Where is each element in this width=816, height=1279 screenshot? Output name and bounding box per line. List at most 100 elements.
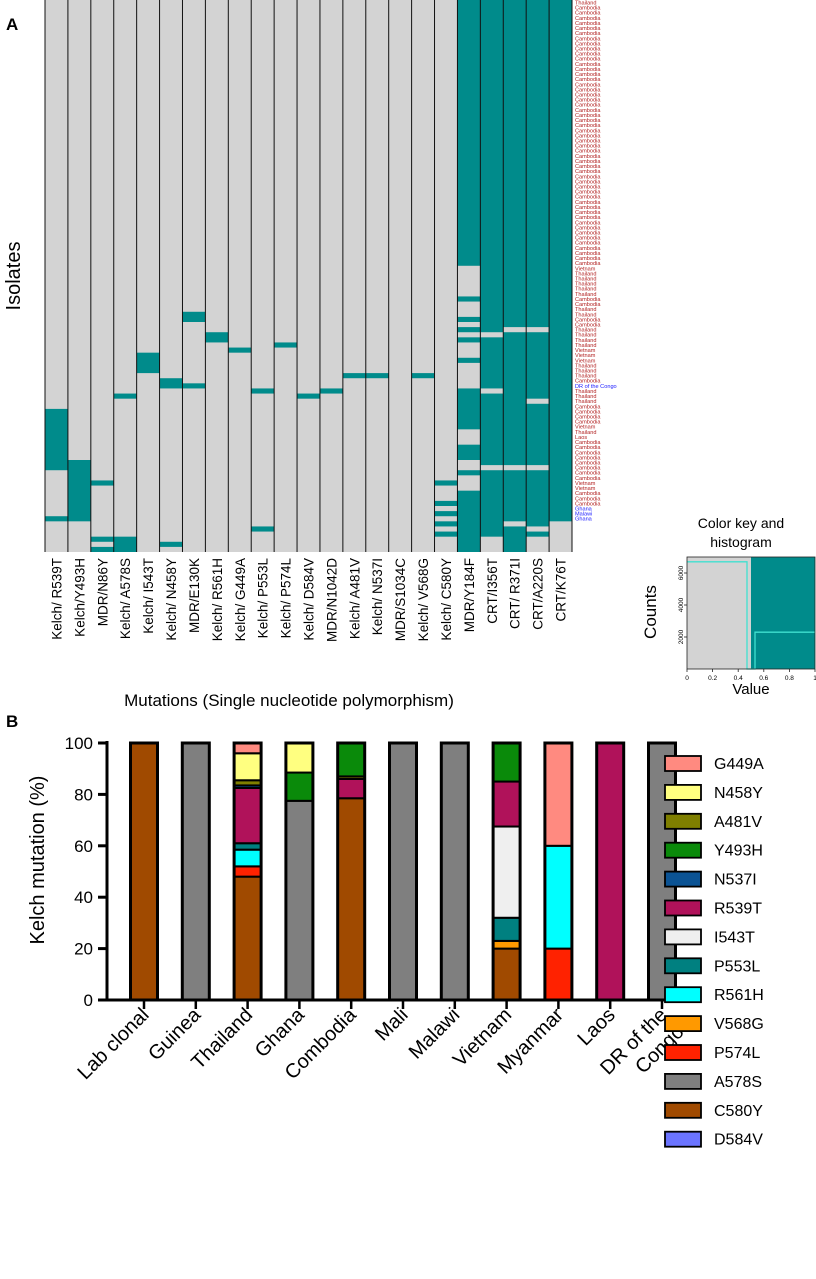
isolate-label: Cambodia	[575, 466, 601, 472]
isolate-label: Cambodia	[575, 47, 601, 53]
heatmap-column-kelch-v568g	[411, 0, 435, 552]
heatmap-cell-kelch-c580y	[434, 521, 458, 527]
heatmap-cell-mdr-n86y	[90, 546, 114, 552]
isolate-label: Cambodia	[575, 41, 601, 47]
heatmap-column-mdr-n1042d	[319, 0, 343, 552]
heatmap-column-kelch-a578s	[113, 0, 137, 552]
isolate-label: Thailand	[575, 1, 596, 7]
color-key-xtick-label: 0.6	[759, 675, 768, 682]
heatmap-column-kelch-p553l	[251, 0, 275, 552]
heatmap-x-axis-label: Mutations (Single nucleotide polymorphis…	[124, 691, 454, 710]
legend-swatch-p553l	[664, 957, 702, 975]
isolate-label: Cambodia	[575, 297, 601, 303]
isolate-label: Cambodia	[575, 215, 601, 221]
legend-label-r561h: R561H	[714, 987, 764, 1004]
isolate-label: Cambodia	[575, 455, 601, 461]
heatmap-cell-crt-k76t	[549, 0, 572, 522]
bar-segment-combodia-y493h	[336, 742, 366, 778]
legend-label-v568g: V568G	[714, 1016, 764, 1033]
isolate-label: Cambodia	[575, 210, 601, 216]
isolate-label: Cambodia	[575, 164, 601, 170]
isolate-label: Thailand	[575, 292, 596, 298]
isolate-label: Cambodia	[575, 241, 601, 247]
color-key-xtick-label: 0.2	[708, 675, 717, 682]
bar-segment-vietnam-c580y	[492, 947, 522, 1001]
isolate-label: Cambodia	[575, 471, 601, 477]
isolate-label: Vietnam	[575, 358, 596, 364]
color-key-title-line1: Color key and	[698, 515, 784, 531]
color-key-xtick-label: 0.8	[785, 675, 794, 682]
isolate-label: Cambodia	[575, 21, 601, 27]
heatmap-cell-crt-r371i	[503, 332, 527, 466]
isolate-label: Cambodia	[575, 404, 601, 410]
isolate-label: Cambodia	[575, 205, 601, 211]
bar-segment-vietnam-v568g	[492, 939, 522, 950]
heatmap-column-kelch-i543t	[136, 0, 160, 552]
isolate-label: Cambodia	[575, 139, 601, 145]
isolate-label: Cambodia	[575, 149, 601, 155]
isolate-label: Cambodia	[575, 174, 601, 180]
bar-segment-lab-clonal-c580y	[129, 742, 159, 1001]
bar-segment-vietnam-y493h	[492, 742, 522, 783]
color-key-xtick-label: 1	[813, 675, 816, 682]
heatmap-cell-crt-i356t	[480, 393, 504, 466]
bar-segment-vietnam-r539t	[492, 780, 522, 828]
panel-b-label: B	[6, 712, 18, 731]
bar-segment-thailand-c580y	[233, 875, 263, 1002]
isolate-label: Ghana	[575, 507, 593, 513]
isolate-label: Thailand	[575, 394, 596, 400]
heatmap-cell-kelch-i543t	[136, 352, 160, 374]
isolate-label: Cambodia	[575, 415, 601, 421]
heatmap-cell-crt-r371i	[503, 0, 527, 328]
bar-segment-thailand-r539t	[233, 786, 263, 845]
bar-segment-laos-r539t	[595, 742, 625, 1001]
isolate-label: Cambodia	[575, 450, 601, 456]
isolate-label: Vietnam	[575, 481, 596, 487]
color-key-ytick-label: 4000	[678, 597, 685, 612]
bar-segment-combodia-c580y	[336, 797, 366, 1001]
color-key-xtick-label: 0	[685, 675, 689, 682]
column-label-kelch-p574l: Kelch/ P574L	[279, 558, 294, 639]
column-label-kelch-a481v: Kelch/ A481V	[347, 558, 362, 639]
heatmap-cell-kelch-p553l	[251, 526, 275, 532]
heatmap-cell-crt-a220s	[526, 332, 550, 399]
isolate-label: Cambodia	[575, 225, 601, 231]
isolate-label: Cambodia	[575, 317, 601, 323]
legend-swatch-d584v	[664, 1130, 702, 1148]
isolate-label: Cambodia	[575, 118, 601, 124]
bar-segment-guinea-a578s	[181, 742, 211, 1001]
isolate-label: Cambodia	[575, 128, 601, 134]
heatmap-cell-kelch-c580y	[434, 500, 458, 506]
heatmap-cell-mdr-n86y	[90, 480, 114, 486]
column-label-kelch-d584v: Kelch/ D584V	[302, 558, 317, 641]
column-label-kelch-n458y: Kelch/ N458Y	[164, 558, 179, 641]
legend-label-p574l: P574L	[714, 1045, 760, 1062]
bar-segment-vietnam-p553l	[492, 916, 522, 942]
isolate-label: Cambodia	[575, 16, 601, 22]
isolate-label: Cambodia	[575, 409, 601, 415]
heatmap-cell-mdr-y184f	[457, 470, 481, 476]
isolate-label: Vietnam	[575, 425, 596, 431]
heatmap-cell-crt-r371i	[503, 470, 527, 522]
isolate-label: Thailand	[575, 389, 596, 395]
bar-legend: G449A N458Y A481V Y493H N537I R539T I543T P553L…	[664, 755, 764, 1149]
isolate-label: Cambodia	[575, 6, 601, 12]
heatmap-cell-crt-i356t	[480, 0, 504, 333]
heatmap-cell-kelch-r539t	[45, 516, 68, 522]
color-key-high	[751, 557, 815, 669]
heatmap-column-kelch-n537i	[365, 0, 389, 552]
heatmap-column-kelch-n458y	[159, 0, 183, 552]
isolate-label: Cambodia	[575, 144, 601, 150]
color-key-y-label: Counts	[641, 585, 660, 639]
column-label-kelch-g449a: Kelch/ G449A	[233, 558, 248, 641]
isolate-label: Vietnam	[575, 486, 596, 492]
column-label-mdr-n86y: MDR/N86Y	[95, 558, 110, 626]
heatmap-column-kelch-c580y	[434, 0, 458, 552]
bar-category-label-line: Lab clonal	[73, 1004, 153, 1084]
heatmap-cell-kelch-n458y	[159, 541, 183, 547]
isolate-label: Cambodia	[575, 123, 601, 129]
isolate-label: Thailand	[575, 374, 596, 380]
legend-label-c580y: C580Y	[714, 1103, 763, 1120]
heatmap-cell-mdr-n86y	[90, 536, 114, 542]
